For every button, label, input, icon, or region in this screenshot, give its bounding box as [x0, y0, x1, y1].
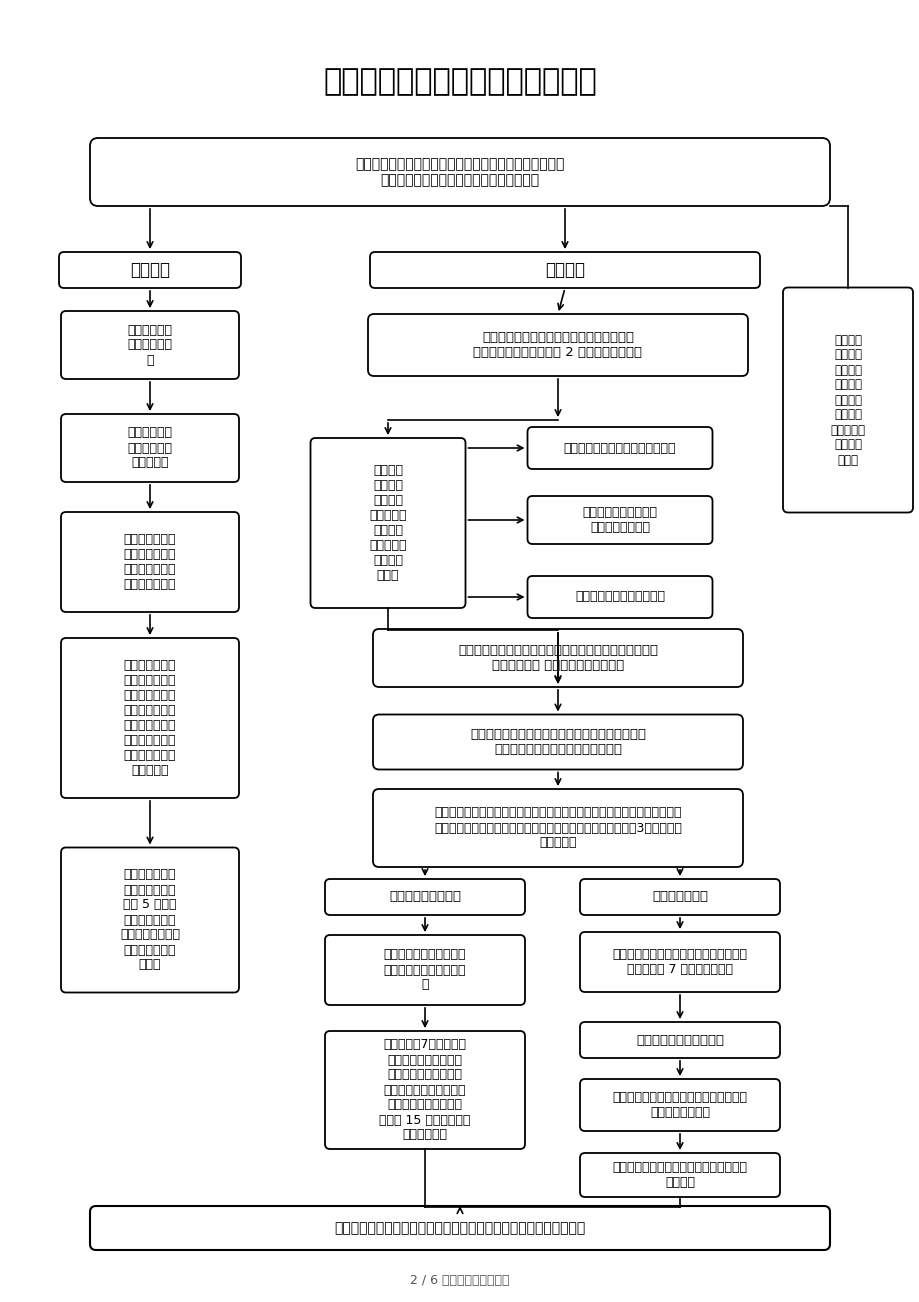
- Text: 认为违法事实成立的，执法人员填写《电力行政处罚案件
处理审批表》 连同案卷报电力科审核: 认为违法事实成立的，执法人员填写《电力行政处罚案件 处理审批表》 连同案卷报电力…: [458, 644, 657, 672]
- Text: 当事人要求举行听证的，电保办组织听证
会，听证会 7 日前送达通知书: 当事人要求举行听证的，电保办组织听证 会，听证会 7 日前送达通知书: [612, 948, 746, 976]
- Text: 认为违法事实不成立的，予以销案: 认为违法事实不成立的，予以销案: [563, 441, 675, 454]
- Text: 如当事人拒不执行处罚决定，则申请法院
强制执法: 如当事人拒不执行处罚决定，则申请法院 强制执法: [612, 1161, 746, 1189]
- Text: 符合听证条件的: 符合听证条件的: [652, 891, 708, 904]
- FancyBboxPatch shape: [372, 629, 743, 687]
- Text: 当事人理由或证据成立，电保调整原作出
的行政处罚的决定: 当事人理由或证据成立，电保调整原作出 的行政处罚的决定: [612, 1091, 746, 1118]
- Text: 执法人员
调查取证
编制《询
问笔录》、
《现场调
查（检查）
及取证记
录》等: 执法人员 调查取证 编制《询 问笔录》、 《现场调 查（检查） 及取证记 录》等: [369, 464, 406, 582]
- Text: 《电力行政处罚案件处理审批表》按规定程序报批
重大疑难案件提交会议集体讨论决定: 《电力行政处罚案件处理审批表》按规定程序报批 重大疑难案件提交会议集体讨论决定: [470, 728, 645, 756]
- Text: 执法人员填写《电力行政处罚结案报告》报电力科批准后，立卷归档: 执法人员填写《电力行政处罚结案报告》报电力科批准后，立卷归档: [334, 1221, 585, 1236]
- Text: 当场查清违法
事实收集和保
存必要证据: 当场查清违法 事实收集和保 存必要证据: [128, 427, 173, 470]
- Text: 当事人不要求听证的: 当事人不要求听证的: [389, 891, 460, 904]
- FancyBboxPatch shape: [579, 932, 779, 992]
- Text: 简易程序: 简易程序: [130, 260, 170, 279]
- Text: 电保办制作《听证笔录》: 电保办制作《听证笔录》: [635, 1034, 723, 1047]
- FancyBboxPatch shape: [369, 253, 759, 288]
- FancyBboxPatch shape: [61, 512, 239, 612]
- Text: 2 / 6 文档可自由编辑打印: 2 / 6 文档可自由编辑打印: [410, 1273, 509, 1286]
- Text: 涉嫌犯罪的，移送司法机关: 涉嫌犯罪的，移送司法机关: [574, 591, 664, 604]
- FancyBboxPatch shape: [372, 789, 743, 867]
- FancyBboxPatch shape: [527, 496, 711, 544]
- FancyBboxPatch shape: [324, 879, 525, 915]
- FancyBboxPatch shape: [61, 414, 239, 482]
- FancyBboxPatch shape: [579, 879, 779, 915]
- Text: 两名以上执法
人员出示执法
证: 两名以上执法 人员出示执法 证: [128, 323, 173, 366]
- Text: 一般程序: 一般程序: [544, 260, 584, 279]
- FancyBboxPatch shape: [579, 1022, 779, 1059]
- Text: 送达执行，7日内将《电
力行政处罚决定书》送
达当事人或代收人，签
署《送达回执》，当事人
在收到行政处罚决定书
之日起 15 日内，到指定
银行缴纳罚款: 送达执行，7日内将《电 力行政处罚决定书》送 达当事人或代收人，签 署《送达回执…: [379, 1039, 471, 1142]
- FancyBboxPatch shape: [61, 311, 239, 379]
- FancyBboxPatch shape: [61, 848, 239, 992]
- Text: 不属于本机关管辖的，
移交其他行政机关: 不属于本机关管辖的， 移交其他行政机关: [582, 506, 657, 534]
- FancyBboxPatch shape: [527, 427, 711, 469]
- FancyBboxPatch shape: [324, 935, 525, 1005]
- FancyBboxPatch shape: [90, 1206, 829, 1250]
- Text: 决定不予
立案的，
经市经信
委主任批
准，将结
果告知具
体投诉人、
申诉人、
举报人: 决定不予 立案的， 经市经信 委主任批 准，将结 果告知具 体投诉人、 申诉人、…: [830, 333, 865, 466]
- FancyBboxPatch shape: [324, 1031, 525, 1148]
- Text: 执法人员填写《电力行政处罚立案审批表》
报委领导批准立案，确定 2 名及以上办案人员: 执法人员填写《电力行政处罚立案审批表》 报委领导批准立案，确定 2 名及以上办案…: [473, 331, 641, 359]
- FancyBboxPatch shape: [90, 138, 829, 206]
- Text: 依法制作《电力行政处罚
决定书》，按规定程序报
批: 依法制作《电力行政处罚 决定书》，按规定程序报 批: [383, 948, 466, 992]
- Text: 执法人员编制《电力行政处罚事先告知书》送达当事人，告知拟给予的行政
处罚内容及其事实、理由和依据并告知当事人可在收到告知书3日内，进行
陈述、申辩: 执法人员编制《电力行政处罚事先告知书》送达当事人，告知拟给予的行政 处罚内容及其…: [434, 806, 681, 849]
- FancyBboxPatch shape: [61, 638, 239, 798]
- Text: 盗窃电能行为处罚对外受理流程图: 盗窃电能行为处罚对外受理流程图: [323, 68, 596, 96]
- Text: 依据检查职权或通过投诉、申诉、举报、其他机关移送、
上级机关交办等途径发现电力方面违法行为: 依据检查职权或通过投诉、申诉、举报、其他机关移送、 上级机关交办等途径发现电力方…: [355, 158, 564, 187]
- FancyBboxPatch shape: [782, 288, 912, 513]
- FancyBboxPatch shape: [59, 253, 241, 288]
- FancyBboxPatch shape: [579, 1154, 779, 1197]
- Text: 填写电力行政处
罚（当场）决定
书，当场交付当
事人，并告知当
事人如不服从行
政处罚决定可依
法申请行政复议
或提起诉讼: 填写电力行政处 罚（当场）决定 书，当场交付当 事人，并告知当 事人如不服从行 …: [124, 659, 176, 777]
- FancyBboxPatch shape: [311, 437, 465, 608]
- Text: 执法人员在当场
作出处罚决定之
日起 5 日内将
《电力行政处罚
（当场）决定书》
报市经信委电力
科备案: 执法人员在当场 作出处罚决定之 日起 5 日内将 《电力行政处罚 （当场）决定书…: [119, 868, 180, 971]
- FancyBboxPatch shape: [368, 314, 747, 376]
- FancyBboxPatch shape: [372, 715, 743, 769]
- FancyBboxPatch shape: [527, 575, 711, 618]
- FancyBboxPatch shape: [579, 1079, 779, 1131]
- Text: 告知当事人违法
事实处罚理由和
依据，并听取当
事人陈述、申辩: 告知当事人违法 事实处罚理由和 依据，并听取当 事人陈述、申辩: [124, 533, 176, 591]
